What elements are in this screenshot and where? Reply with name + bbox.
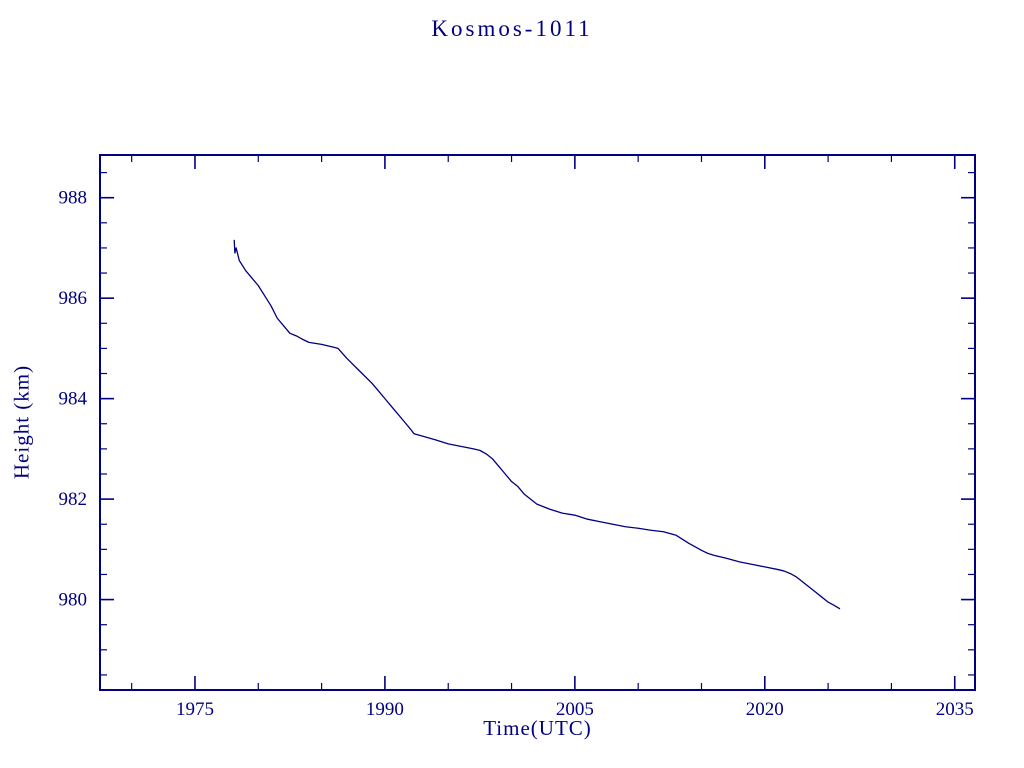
x-axis-label: Time(UTC) — [483, 716, 592, 740]
chart-title: Kosmos-1011 — [431, 16, 593, 41]
x-tick-label: 1975 — [176, 699, 214, 720]
x-tick-label: 2035 — [936, 699, 974, 720]
y-tick-label: 988 — [59, 188, 88, 209]
x-tick-label: 2020 — [746, 699, 784, 720]
height-data-line — [233, 239, 841, 610]
y-tick-label: 986 — [59, 288, 88, 309]
plot-frame — [99, 154, 976, 691]
y-tick-label: 980 — [59, 590, 88, 611]
x-tick-label: 1990 — [366, 699, 404, 720]
y-tick-label: 984 — [59, 389, 88, 410]
x-tick-label: 2005 — [556, 699, 594, 720]
y-tick-label: 982 — [59, 489, 88, 510]
